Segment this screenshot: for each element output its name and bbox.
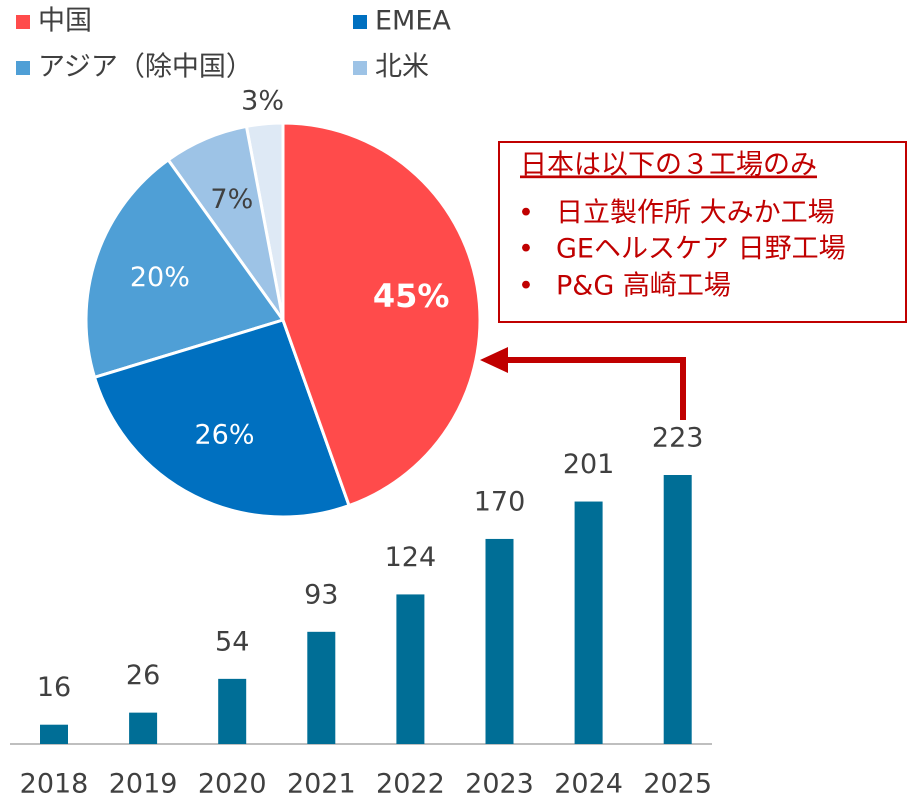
bullet: • bbox=[518, 271, 534, 302]
x-tick-label: 2023 bbox=[465, 769, 534, 800]
value-label: 223 bbox=[652, 423, 704, 454]
bar bbox=[396, 594, 425, 744]
bar bbox=[129, 712, 158, 744]
x-tick-label: 2024 bbox=[554, 769, 623, 800]
x-tick-label: 2020 bbox=[198, 769, 267, 800]
x-tick-label: 2019 bbox=[109, 769, 178, 800]
annotation-item: GEヘルスケア 日野工場 bbox=[556, 234, 846, 265]
bar bbox=[574, 501, 603, 744]
x-tick-label: 2018 bbox=[20, 769, 89, 800]
annotation-item: 日立製作所 大みか工場 bbox=[556, 198, 835, 229]
bar bbox=[485, 538, 514, 744]
legend-label: 北米 bbox=[375, 52, 429, 83]
value-label: 201 bbox=[563, 449, 615, 480]
x-tick-label: 2022 bbox=[376, 769, 445, 800]
legend-label: 中国 bbox=[38, 6, 92, 37]
slice-label: 20% bbox=[130, 262, 190, 293]
bullet: • bbox=[518, 198, 534, 229]
pie-slice bbox=[84, 157, 286, 380]
legend-swatch bbox=[353, 15, 367, 29]
x-tick-label: 2025 bbox=[643, 769, 712, 800]
bullet: • bbox=[518, 234, 534, 265]
value-label: 54 bbox=[215, 626, 249, 657]
slice-label: 26% bbox=[195, 420, 255, 451]
pie-slice bbox=[92, 318, 352, 519]
pie-slice bbox=[281, 121, 482, 508]
slice-label: 7% bbox=[210, 184, 253, 215]
annotation-title: 日本は以下の３工場のみ bbox=[520, 150, 817, 181]
legend-swatch bbox=[16, 61, 30, 75]
bar bbox=[218, 678, 247, 744]
value-label: 93 bbox=[304, 579, 338, 610]
value-label: 124 bbox=[385, 542, 437, 573]
slice-label: 45% bbox=[373, 277, 450, 315]
legend-label: アジア（除中国） bbox=[38, 52, 253, 83]
x-tick-label: 2021 bbox=[287, 769, 356, 800]
value-label: 16 bbox=[37, 672, 71, 703]
bar bbox=[307, 631, 336, 744]
value-label: 26 bbox=[126, 660, 160, 691]
legend-swatch bbox=[16, 15, 30, 29]
arrow bbox=[505, 357, 686, 420]
value-label: 170 bbox=[474, 486, 526, 517]
slice-label: 3% bbox=[241, 85, 284, 116]
bar bbox=[40, 724, 68, 744]
annotation-item: P&G 高崎工場 bbox=[556, 271, 731, 302]
annotation-box bbox=[498, 141, 907, 323]
legend-swatch bbox=[353, 61, 367, 75]
arrow-head bbox=[480, 347, 508, 373]
legend-label: EMEA bbox=[375, 6, 451, 37]
bar bbox=[663, 475, 692, 744]
